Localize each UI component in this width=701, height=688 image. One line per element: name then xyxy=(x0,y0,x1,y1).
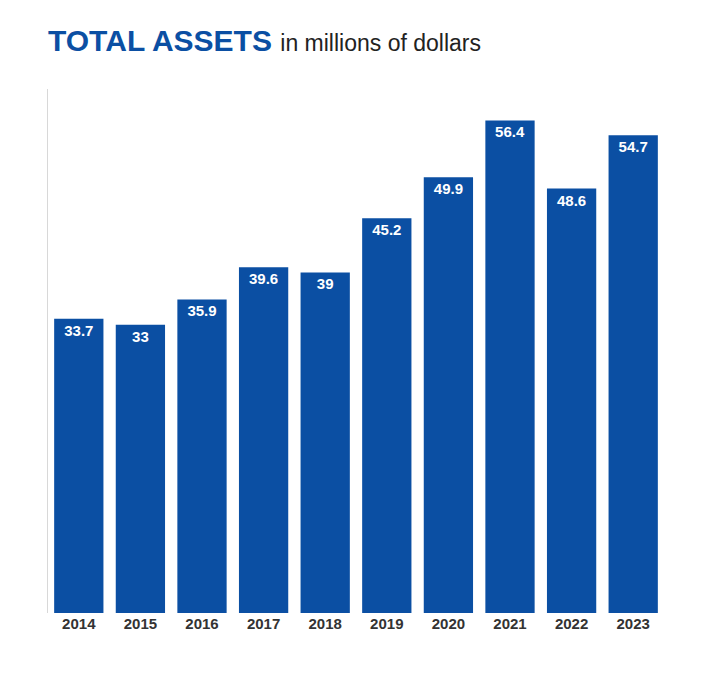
svg-text:2023: 2023 xyxy=(617,615,650,632)
svg-text:2018: 2018 xyxy=(309,615,342,632)
svg-text:2021: 2021 xyxy=(493,615,526,632)
svg-text:2019: 2019 xyxy=(370,615,403,632)
svg-text:39: 39 xyxy=(317,275,334,292)
svg-text:49.9: 49.9 xyxy=(434,180,463,197)
svg-text:2014: 2014 xyxy=(62,615,96,632)
svg-text:2017: 2017 xyxy=(247,615,280,632)
svg-text:2016: 2016 xyxy=(185,615,218,632)
svg-text:33: 33 xyxy=(132,328,149,345)
svg-text:45.2: 45.2 xyxy=(372,221,401,238)
svg-text:35.9: 35.9 xyxy=(187,302,216,319)
svg-text:2022: 2022 xyxy=(555,615,588,632)
svg-text:2015: 2015 xyxy=(124,615,157,632)
svg-text:2020: 2020 xyxy=(432,615,465,632)
svg-text:39.6: 39.6 xyxy=(249,270,278,287)
svg-text:56.4: 56.4 xyxy=(495,123,525,140)
svg-text:TOTAL ASSETS in millions of do: TOTAL ASSETS in millions of dollars xyxy=(48,24,481,57)
svg-text:33.7: 33.7 xyxy=(64,322,93,339)
svg-text:48.6: 48.6 xyxy=(557,192,586,209)
svg-text:54.7: 54.7 xyxy=(619,138,648,155)
